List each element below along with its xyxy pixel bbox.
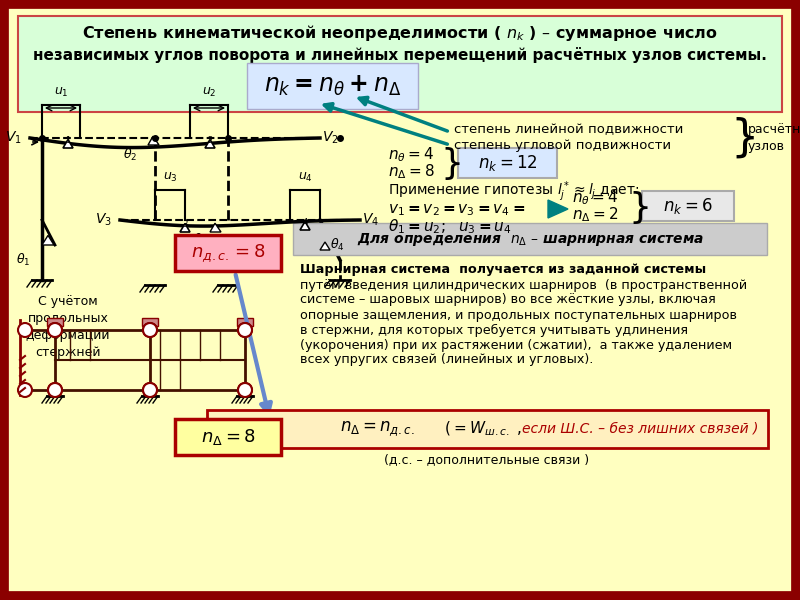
Circle shape	[18, 323, 32, 337]
Polygon shape	[548, 200, 568, 218]
Text: в стержни, для которых требуется учитывать удлинения: в стержни, для которых требуется учитыва…	[300, 323, 688, 337]
Text: $n_{д.с.} = 8$: $n_{д.с.} = 8$	[190, 242, 266, 264]
Circle shape	[238, 323, 252, 337]
Text: $\boldsymbol{n_k = n_\theta + n_\Delta}$: $\boldsymbol{n_k = n_\theta + n_\Delta}$	[265, 74, 402, 98]
Text: (д.с. – дополнительные связи ): (д.с. – дополнительные связи )	[385, 454, 590, 467]
Text: Шарнирная система  получается из заданной системы: Шарнирная система получается из заданной…	[300, 263, 706, 277]
Text: 1: 1	[66, 136, 70, 145]
Circle shape	[18, 383, 32, 397]
Text: всех упругих связей (линейных и угловых).: всех упругих связей (линейных и угловых)…	[300, 353, 594, 367]
Circle shape	[48, 383, 62, 397]
Circle shape	[238, 383, 252, 397]
Circle shape	[143, 323, 157, 337]
Text: С учётом
продольных
деформаций
стержней: С учётом продольных деформаций стержней	[26, 295, 110, 359]
Text: $u_4$: $u_4$	[298, 171, 313, 184]
Text: (укорочения) при их растяжении (сжатии),  а также удалением: (укорочения) при их растяжении (сжатии),…	[300, 338, 732, 352]
Text: Применение гипотезы $l^*_j \approx l_j$ дает:: Применение гипотезы $l^*_j \approx l_j$ …	[388, 180, 639, 204]
FancyBboxPatch shape	[207, 410, 768, 448]
Polygon shape	[320, 242, 330, 250]
Text: 3: 3	[182, 220, 188, 229]
Text: Для определения  $n_\Delta$ – шарнирная система: Для определения $n_\Delta$ – шарнирная с…	[357, 230, 703, 247]
Circle shape	[48, 383, 62, 397]
Text: 4: 4	[302, 218, 308, 227]
Polygon shape	[148, 136, 159, 145]
Text: $\}$: $\}$	[628, 188, 649, 226]
Circle shape	[238, 383, 252, 397]
Text: системе – шаровых шарниров) во все жёсткие узлы, включая: системе – шаровых шарниров) во все жёстк…	[300, 293, 716, 307]
FancyBboxPatch shape	[293, 223, 767, 255]
Bar	[237, 318, 253, 326]
Polygon shape	[210, 223, 221, 232]
Text: $\theta_4$: $\theta_4$	[330, 237, 345, 253]
Text: $n_k = 12$: $n_k = 12$	[478, 153, 538, 173]
Polygon shape	[300, 221, 310, 230]
Text: $\boldsymbol{\theta_1 = u_2 ;\ \ u_3 = u_4}$: $\boldsymbol{\theta_1 = u_2 ;\ \ u_3 = u…	[388, 218, 512, 236]
Text: путём введения цилиндрических шарниров  (в пространственной: путём введения цилиндрических шарниров (…	[300, 278, 747, 292]
Text: $n_\Delta = 2$: $n_\Delta = 2$	[572, 206, 618, 224]
Polygon shape	[205, 139, 215, 148]
Text: степень линейной подвижности: степень линейной подвижности	[454, 124, 683, 136]
FancyBboxPatch shape	[247, 63, 418, 109]
FancyBboxPatch shape	[4, 4, 796, 596]
Text: опорные защемления, и продольных поступательных шарниров: опорные защемления, и продольных поступа…	[300, 308, 737, 322]
Text: $V_3$: $V_3$	[95, 212, 112, 228]
Text: $V_2$: $V_2$	[322, 130, 338, 146]
Circle shape	[143, 383, 157, 397]
Text: $\theta_3$: $\theta_3$	[193, 232, 207, 248]
Polygon shape	[180, 223, 190, 232]
Text: $u_1$: $u_1$	[54, 86, 68, 99]
Circle shape	[48, 323, 62, 337]
Text: $u_3$: $u_3$	[162, 171, 178, 184]
Text: степень угловой подвижности: степень угловой подвижности	[454, 139, 671, 152]
FancyBboxPatch shape	[458, 148, 557, 178]
Circle shape	[238, 323, 252, 337]
FancyBboxPatch shape	[175, 235, 281, 271]
Text: $V_4$: $V_4$	[362, 212, 379, 228]
Text: $\}$: $\}$	[730, 116, 754, 160]
FancyBboxPatch shape	[175, 419, 281, 455]
Text: $\theta_2$: $\theta_2$	[123, 147, 137, 163]
Circle shape	[143, 383, 157, 397]
Text: $n_k = 6$: $n_k = 6$	[663, 196, 713, 216]
Text: расчётных
узлов: расчётных узлов	[748, 123, 800, 153]
Text: $( = W_{ш.с.}$ ,: $( = W_{ш.с.}$ ,	[440, 420, 522, 438]
FancyBboxPatch shape	[18, 16, 782, 112]
Text: $n_\Delta = 8$: $n_\Delta = 8$	[388, 163, 434, 181]
Text: $n_\theta = 4$: $n_\theta = 4$	[388, 146, 434, 164]
Text: $n_\Delta = 8$: $n_\Delta = 8$	[201, 427, 255, 447]
Text: 2: 2	[207, 136, 213, 145]
Text: $n_\theta = 4$: $n_\theta = 4$	[572, 188, 618, 208]
Text: если Ш.С. – без лишних связей ): если Ш.С. – без лишних связей )	[522, 422, 758, 436]
Polygon shape	[42, 235, 54, 245]
Circle shape	[143, 323, 157, 337]
Text: $V_1$: $V_1$	[6, 130, 22, 146]
Text: $n_\Delta = n_{д.с.}$: $n_\Delta = n_{д.с.}$	[340, 419, 415, 439]
Text: Степень кинематической неопределимости ( $\boldsymbol{n_k}$ ) – суммарное число: Степень кинематической неопределимости (…	[82, 23, 718, 43]
Text: $\}$: $\}$	[440, 145, 461, 182]
FancyBboxPatch shape	[642, 191, 734, 221]
Polygon shape	[63, 139, 73, 148]
Circle shape	[48, 323, 62, 337]
Text: $\theta_1$: $\theta_1$	[16, 252, 30, 268]
Bar	[142, 318, 158, 326]
Text: $u_2$: $u_2$	[202, 86, 216, 99]
Text: $\boldsymbol{v_1 = v_2 = v_3 = v_4 =}$: $\boldsymbol{v_1 = v_2 = v_3 = v_4 =}$	[388, 202, 526, 218]
Text: независимых углов поворота и линейных перемещений расчётных узлов системы.: независимых углов поворота и линейных пе…	[33, 47, 767, 63]
Bar	[47, 318, 63, 326]
